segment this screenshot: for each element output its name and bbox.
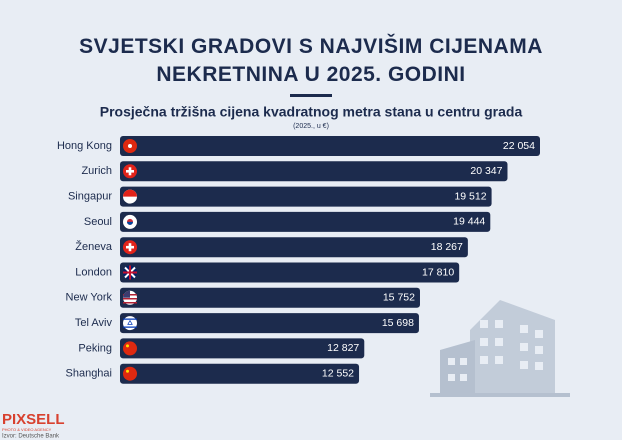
category-label: London — [75, 266, 112, 278]
flag — [123, 341, 137, 356]
bar — [120, 287, 420, 308]
bar — [120, 338, 365, 359]
logo: PIXSELL — [2, 411, 65, 428]
flag — [123, 265, 137, 280]
value-label: 12 552 — [322, 367, 354, 379]
flag — [128, 144, 132, 148]
flag — [126, 369, 129, 373]
flag — [127, 221, 133, 225]
flag — [123, 290, 137, 305]
value-label: 22 054 — [503, 140, 535, 152]
flag — [123, 164, 137, 179]
value-label: 12 827 — [327, 342, 359, 354]
flag — [127, 319, 133, 325]
flag — [126, 245, 134, 249]
value-label: 19 444 — [453, 216, 485, 228]
bar — [120, 136, 540, 156]
flag — [123, 139, 137, 153]
flag — [123, 265, 137, 280]
category-label: Shanghai — [66, 368, 113, 380]
category-label: Zurich — [81, 165, 112, 177]
flag — [123, 214, 137, 229]
category-label: New York — [66, 292, 113, 304]
category-label: Singapur — [68, 191, 112, 203]
value-label: 18 267 — [431, 241, 463, 253]
flag — [123, 316, 137, 331]
flag — [123, 366, 137, 381]
building-icon — [430, 300, 570, 397]
flag — [123, 290, 130, 298]
source: Izvor: Deutsche Bank — [2, 434, 60, 440]
bar — [120, 363, 360, 384]
value-label: 20 347 — [470, 165, 502, 177]
category-label: Ženeva — [75, 240, 113, 253]
flag — [126, 344, 129, 348]
chart-title: SVJETSKI GRADOVI S NAJVIŠIM CIJENAMA NEK… — [79, 35, 543, 86]
value-label: 15 752 — [383, 292, 415, 304]
flag — [126, 170, 134, 173]
bar — [120, 237, 468, 258]
flag — [123, 189, 137, 204]
category-label: Hong Kong — [57, 140, 112, 152]
logo-tagline: PHOTO & VIDEO AGENCY — [2, 427, 52, 432]
category-label: Peking — [78, 342, 112, 354]
value-label: 17 810 — [422, 266, 454, 278]
flag — [123, 316, 137, 331]
subtitle: Prosječna tržišna cijena kvadratnog metr… — [100, 104, 523, 120]
flag — [123, 240, 137, 255]
bar — [120, 313, 419, 334]
value-label: 19 512 — [454, 190, 486, 202]
bar — [120, 161, 508, 182]
flag — [123, 318, 137, 328]
title-rule — [290, 94, 332, 97]
category-label: Seoul — [84, 216, 112, 228]
flag — [123, 189, 137, 197]
category-label: Tel Aviv — [75, 317, 113, 329]
bar — [120, 186, 492, 207]
value-label: 15 698 — [382, 317, 414, 329]
bar — [120, 262, 460, 283]
bar — [120, 211, 491, 232]
note: (2025., u €) — [293, 123, 329, 130]
flag — [123, 366, 137, 381]
flag — [123, 341, 137, 356]
